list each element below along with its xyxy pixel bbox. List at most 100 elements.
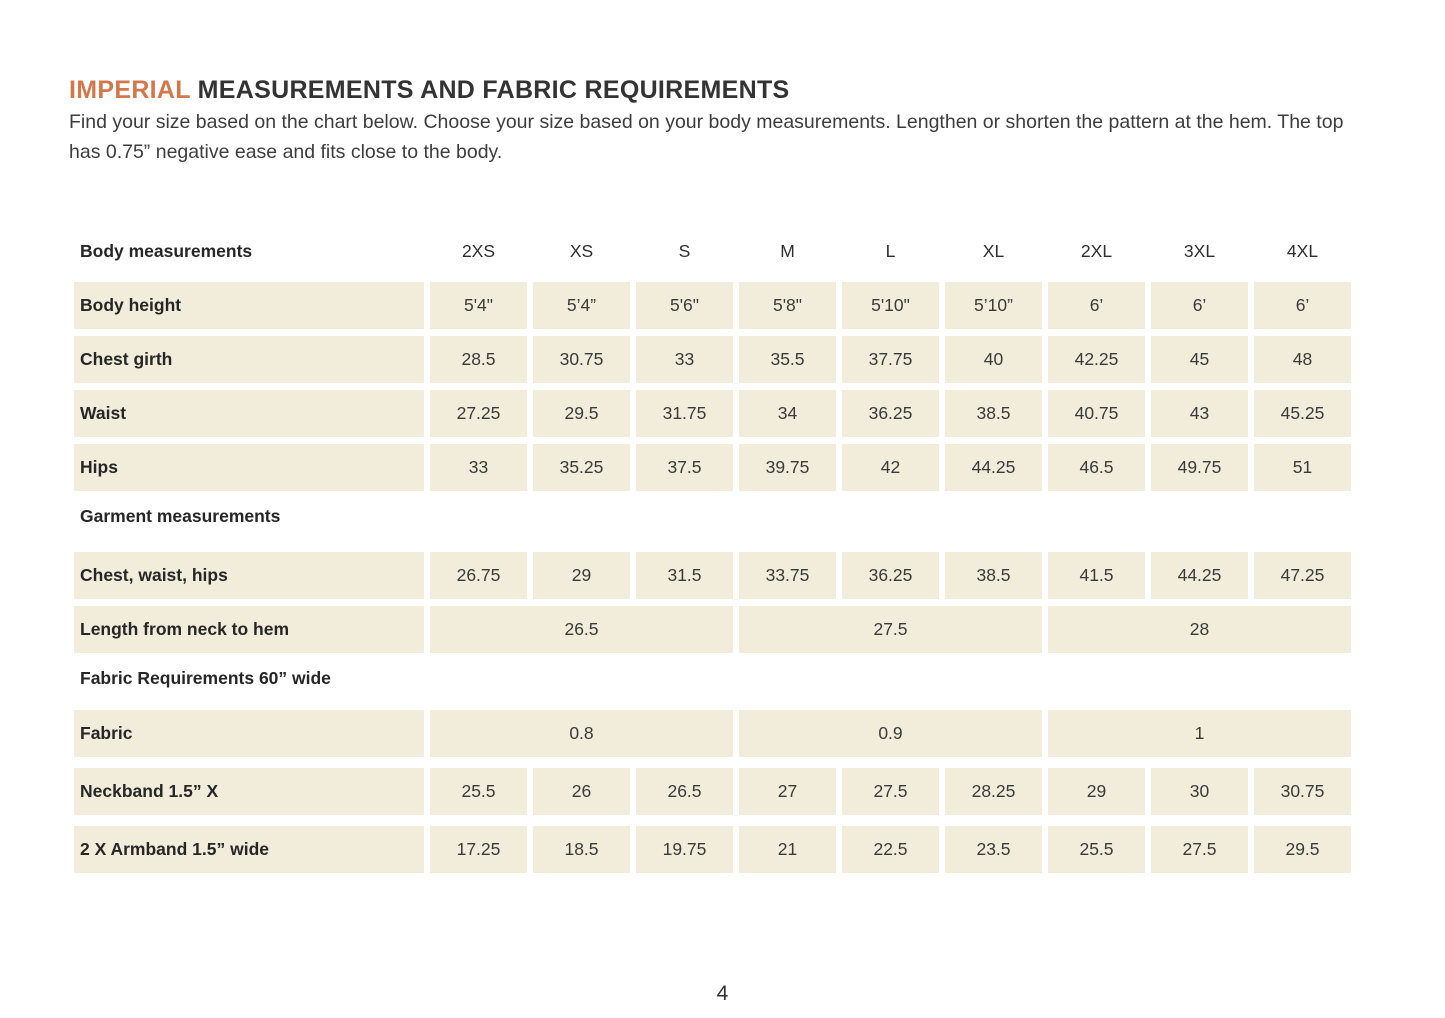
size-column-header: 3XL	[1183, 240, 1216, 261]
value-cell: 40	[945, 336, 1042, 383]
value-cell: 33.75	[739, 552, 836, 599]
value-cell: 40.75	[1048, 390, 1145, 437]
value-cell: 42.25	[1048, 336, 1145, 383]
row-label-cell: Chest, waist, hips	[74, 552, 424, 599]
value-cell: 46.5	[1048, 444, 1145, 491]
value-cell: 35.5	[739, 336, 836, 383]
value-cell: 28.25	[945, 768, 1042, 815]
size-column-header: M	[780, 240, 795, 261]
value-cell: 5’10”	[945, 282, 1042, 329]
value-cell: 6’	[1048, 282, 1145, 329]
row-label-cell: Neckband 1.5” X	[74, 768, 424, 815]
merged-value-cell: 0.9	[739, 710, 1042, 757]
size-column-header: S	[678, 240, 691, 261]
value-cell: 27.25	[430, 390, 527, 437]
value-cell: 17.25	[430, 826, 527, 873]
value-cell: 5'4"	[430, 282, 527, 329]
value-cell: 27.5	[842, 768, 939, 815]
value-cell: 51	[1254, 444, 1351, 491]
value-cell: 31.75	[636, 390, 733, 437]
value-cell: 27	[739, 768, 836, 815]
value-cell: 30	[1151, 768, 1248, 815]
size-chart-table: Body measurements 2XS XS S M L XL 2XL 3XL 4XL Body…	[74, 236, 1351, 884]
value-cell: 5'6"	[636, 282, 733, 329]
merged-value-cell: 0.8	[430, 710, 733, 757]
value-cell: 31.5	[636, 552, 733, 599]
page-title: IMPERIAL MEASUREMENTS AND FABRIC REQUIRE…	[69, 76, 790, 105]
intro-text: Find your size based on the chart below.…	[69, 111, 1344, 163]
size-column-header: 2XS	[461, 240, 496, 261]
table-row: Hips 33 35.25 37.5 39.75 42 44.25 46.5 49.75 51	[74, 444, 1351, 491]
section-header: Fabric Requirements 60” wide	[80, 667, 331, 688]
value-cell: 41.5	[1048, 552, 1145, 599]
merged-value-cell: 26.5	[430, 606, 733, 653]
title-rest: MEASUREMENTS AND FABRIC REQUIREMENTS	[197, 76, 790, 104]
row-label-cell: Hips	[74, 444, 424, 491]
value-cell: 19.75	[636, 826, 733, 873]
value-cell: 5’4”	[533, 282, 630, 329]
page-number: 4	[716, 982, 729, 1005]
row-label-cell: Body height	[74, 282, 424, 329]
table-row: Fabric 0.8 0.9 1	[74, 710, 1351, 757]
size-column-header: 2XL	[1080, 240, 1113, 261]
table-row: Chest, waist, hips 26.75 29 31.5 33.75 36.25 3…	[74, 552, 1351, 599]
value-cell: 44.25	[1151, 552, 1248, 599]
value-cell: 29	[533, 552, 630, 599]
row-label-cell: Fabric	[74, 710, 424, 757]
value-cell: 37.5	[636, 444, 733, 491]
value-cell: 45.25	[1254, 390, 1351, 437]
table-row: Neckband 1.5” X 25.5 26 26.5 27 27.5 28.25 29 30…	[74, 768, 1351, 815]
value-cell: 27.5	[1151, 826, 1248, 873]
section-header: Garment measurements	[80, 505, 281, 526]
row-label-cell: Length from neck to hem	[74, 606, 424, 653]
size-column-header: XS	[569, 240, 594, 261]
value-cell: 34	[739, 390, 836, 437]
value-cell: 5'8"	[739, 282, 836, 329]
value-cell: 6’	[1151, 282, 1248, 329]
size-column-header: L	[885, 240, 896, 261]
value-cell: 38.5	[945, 552, 1042, 599]
table-row: Length from neck to hem 26.5 27.5 28	[74, 606, 1351, 653]
value-cell: 21	[739, 826, 836, 873]
value-cell: 37.75	[842, 336, 939, 383]
value-cell: 25.5	[430, 768, 527, 815]
value-cell: 29.5	[1254, 826, 1351, 873]
table-row: Body height 5'4" 5’4” 5'6" 5'8" 5'10" 5’10” 6’ 6…	[74, 282, 1351, 329]
value-cell: 26.75	[430, 552, 527, 599]
value-cell: 29	[1048, 768, 1145, 815]
value-cell: 42	[842, 444, 939, 491]
value-cell: 25.5	[1048, 826, 1145, 873]
merged-value-cell: 27.5	[739, 606, 1042, 653]
value-cell: 22.5	[842, 826, 939, 873]
table-row: Waist 27.25 29.5 31.75 34 36.25 38.5 40.75 43 45.…	[74, 390, 1351, 437]
value-cell: 36.25	[842, 390, 939, 437]
table-header-label: Body measurements	[80, 240, 253, 261]
value-cell: 44.25	[945, 444, 1042, 491]
value-cell: 18.5	[533, 826, 630, 873]
value-cell: 33	[430, 444, 527, 491]
value-cell: 43	[1151, 390, 1248, 437]
title-accent: IMPERIAL	[69, 76, 191, 104]
value-cell: 35.25	[533, 444, 630, 491]
size-column-header: 4XL	[1286, 240, 1319, 261]
merged-value-cell: 28	[1048, 606, 1351, 653]
row-label-cell: Chest girth	[74, 336, 424, 383]
value-cell: 28.5	[430, 336, 527, 383]
row-label-cell: Waist	[74, 390, 424, 437]
value-cell: 45	[1151, 336, 1248, 383]
value-cell: 38.5	[945, 390, 1042, 437]
value-cell: 36.25	[842, 552, 939, 599]
value-cell: 39.75	[739, 444, 836, 491]
table-row: Chest girth 28.5 30.75 33 35.5 37.75 40 42.25 45…	[74, 336, 1351, 383]
value-cell: 33	[636, 336, 733, 383]
value-cell: 47.25	[1254, 552, 1351, 599]
value-cell: 26	[533, 768, 630, 815]
value-cell: 6’	[1254, 282, 1351, 329]
value-cell: 30.75	[1254, 768, 1351, 815]
value-cell: 29.5	[533, 390, 630, 437]
merged-value-cell: 1	[1048, 710, 1351, 757]
value-cell: 23.5	[945, 826, 1042, 873]
value-cell: 5'10"	[842, 282, 939, 329]
value-cell: 48	[1254, 336, 1351, 383]
